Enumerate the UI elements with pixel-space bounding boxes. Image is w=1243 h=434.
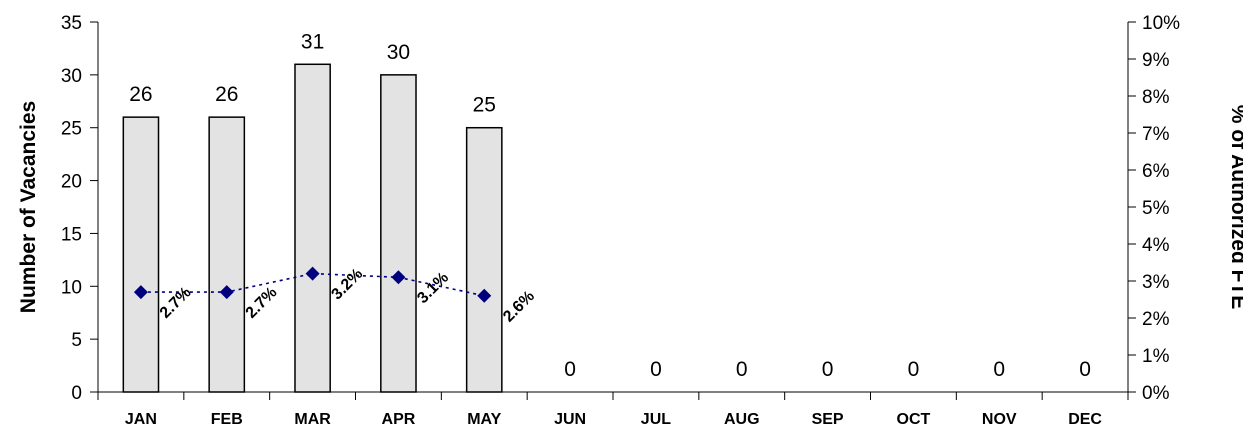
- left-y-tick-label: 20: [61, 172, 82, 193]
- left-y-tick-label: 10: [61, 277, 82, 298]
- bar-data-label: 0: [1079, 358, 1091, 381]
- bar-data-label: 0: [736, 358, 748, 381]
- right-y-tick-label: 1%: [1142, 346, 1170, 367]
- bar-data-labels: 26 26 31 30 25 0 0 0 0 0 0 0: [129, 30, 1091, 381]
- left-y-tick-label: 30: [61, 66, 82, 87]
- percent-line: [140, 272, 485, 297]
- percent-point: [305, 266, 320, 281]
- x-tick-label: FEB: [211, 411, 243, 428]
- bar: [465, 126, 503, 393]
- bar: [208, 116, 246, 393]
- percent-data-label: 2.6%: [500, 288, 538, 326]
- x-tick-label: JUL: [641, 411, 671, 428]
- right-y-tick-label: 4%: [1142, 235, 1170, 256]
- bar-data-label: 0: [908, 358, 920, 381]
- percent-data-label: 2.7%: [243, 284, 281, 322]
- bar: [294, 63, 331, 393]
- x-tick-label: OCT: [897, 411, 931, 428]
- bar-data-label: 0: [822, 358, 834, 381]
- right-y-ticks: 0% 1% 2% 3% 4% 5% 6% 7% 8% 9% 10%: [1128, 13, 1180, 404]
- bar-data-label: 31: [301, 30, 324, 53]
- x-tick-label: APR: [382, 411, 416, 428]
- percent-point: [477, 288, 492, 303]
- right-y-tick-label: 8%: [1142, 87, 1170, 108]
- percent-point: [391, 270, 406, 285]
- bar-data-label: 30: [387, 41, 410, 64]
- percent-point: [133, 285, 148, 300]
- left-axis-title: Number of Vacancies: [17, 101, 40, 313]
- bar-data-label: 25: [473, 94, 496, 117]
- right-y-tick-label: 3%: [1142, 272, 1170, 293]
- x-tick-label: JUN: [554, 411, 586, 428]
- x-tick-label: MAR: [294, 411, 331, 428]
- left-y-tick-label: 25: [61, 119, 82, 140]
- bar-data-label: 0: [564, 358, 576, 381]
- left-y-tick-label: 15: [61, 224, 82, 245]
- x-ticks: JAN FEB MAR APR MAY JUN JUL AUG SEP OCT NOV DEC: [97, 392, 1129, 428]
- right-y-tick-label: 6%: [1142, 161, 1170, 182]
- bar-data-label: 0: [993, 358, 1005, 381]
- left-y-tick-label: 5: [71, 330, 82, 351]
- right-y-tick-label: 5%: [1142, 198, 1170, 219]
- x-tick-label: DEC: [1068, 411, 1102, 428]
- right-y-tick-label: 7%: [1142, 124, 1170, 145]
- right-y-tick-label: 9%: [1142, 50, 1170, 71]
- right-y-tick-label: 0%: [1142, 383, 1170, 404]
- percent-point: [219, 285, 234, 300]
- right-axis-title: % of Authorized FTE: [1227, 105, 1243, 310]
- bar-data-label: 26: [129, 83, 152, 106]
- bar-series: [122, 63, 503, 393]
- right-y-tick-label: 2%: [1142, 309, 1170, 330]
- bar-data-label: 0: [650, 358, 662, 381]
- percent-data-label: 3.2%: [328, 266, 366, 304]
- x-tick-label: JAN: [125, 411, 157, 428]
- x-tick-label: SEP: [812, 411, 844, 428]
- left-y-ticks: 0 5 10 15 20 25 30 35: [61, 13, 98, 404]
- left-y-tick-label: 0: [71, 383, 82, 404]
- x-tick-label: AUG: [724, 411, 760, 428]
- x-tick-label: NOV: [982, 411, 1017, 428]
- bar-data-label: 26: [215, 83, 238, 106]
- x-tick-label: MAY: [467, 411, 501, 428]
- left-y-tick-label: 35: [61, 13, 82, 34]
- bar: [380, 74, 417, 393]
- percent-data-label: 2.7%: [157, 284, 195, 322]
- bar: [122, 116, 160, 393]
- right-y-tick-label: 10%: [1142, 13, 1180, 34]
